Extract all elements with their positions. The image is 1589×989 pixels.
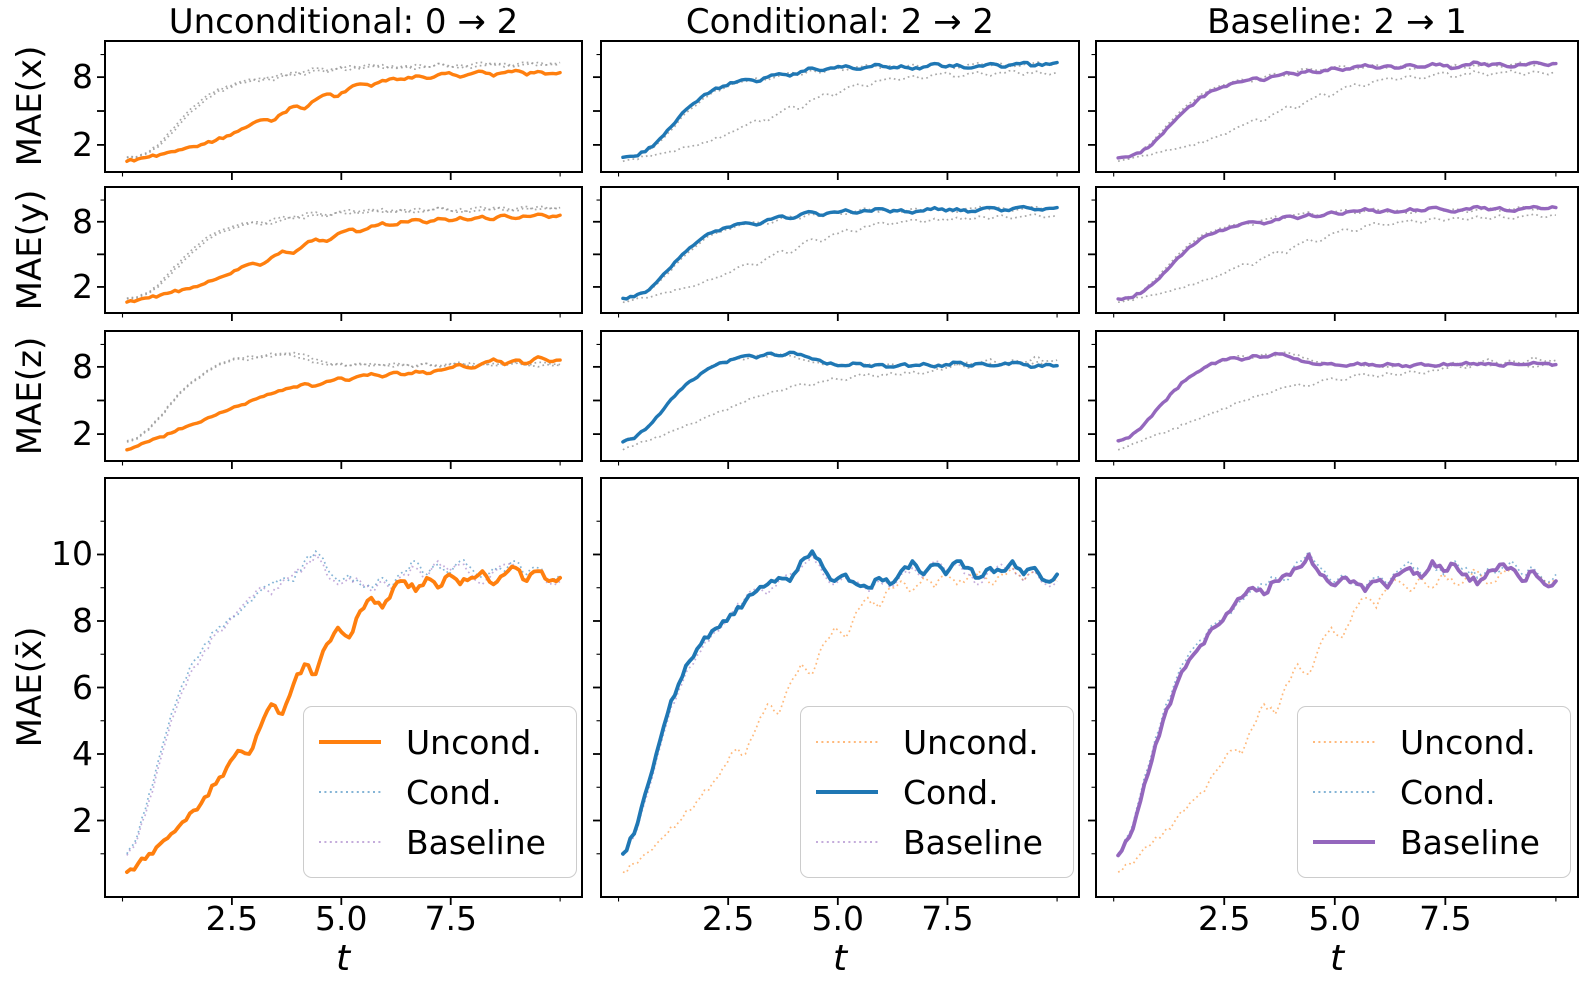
y-tick-label: 8	[72, 346, 93, 386]
legend-item-label: Cond.	[406, 772, 502, 812]
legend-item-label: Cond.	[1400, 772, 1496, 812]
legend-item: Uncond.	[1312, 717, 1556, 767]
y-tick-label: 8	[72, 201, 93, 241]
legend-item: Cond.	[318, 767, 562, 817]
y-tick-label: 8	[72, 600, 93, 640]
legend-line-sample	[1313, 741, 1375, 743]
x-tick-label: 2.5	[205, 899, 259, 938]
x-tick-label: 7.5	[424, 899, 477, 938]
legend-line-sample	[816, 741, 878, 743]
legend-item: Baseline	[318, 817, 562, 867]
x-tick-label: 2.5	[1197, 899, 1251, 938]
legend-item-label: Baseline	[406, 822, 546, 862]
x-axis-label: t	[1329, 938, 1345, 979]
legend-item-label: Uncond.	[903, 722, 1039, 762]
x-axis-label: t	[335, 938, 351, 979]
legend-item: Baseline	[1312, 817, 1556, 867]
y-tick-label: 10	[51, 534, 93, 574]
legend-line-sample	[319, 791, 381, 793]
x-tick-label: 5.0	[315, 899, 368, 938]
legend-item: Uncond.	[318, 717, 562, 767]
legend-line-sample	[319, 841, 381, 843]
legend-item-label: Uncond.	[406, 722, 542, 762]
legend-line-sample	[319, 740, 381, 744]
subplot-title-baseline: Baseline: 2 → 1	[1207, 2, 1467, 42]
x-tick-label: 2.5	[701, 899, 755, 938]
y-tick-label: 2	[72, 266, 93, 306]
y-tick-label: 8	[72, 57, 93, 97]
legend-line-sample	[816, 841, 878, 843]
legend-item-label: Cond.	[903, 772, 999, 812]
legend-item: Cond.	[1312, 767, 1556, 817]
x-axis-label: t	[832, 938, 848, 979]
x-tick-label: 5.0	[1308, 899, 1362, 938]
legend-item: Baseline	[815, 817, 1059, 867]
y-tick-label: 2	[72, 124, 93, 164]
y-tick-label: 6	[72, 667, 93, 707]
legend-item: Cond.	[815, 767, 1059, 817]
legend-item-label: Uncond.	[1400, 722, 1536, 762]
legend-box: Uncond. Cond. Baseline	[800, 706, 1074, 878]
y-tick-label: 2	[72, 414, 93, 454]
subplot-title-unconditional: Unconditional: 0 → 2	[168, 2, 519, 42]
legend-box: Uncond. Cond. Baseline	[303, 706, 577, 878]
subplot-title-conditional: Conditional: 2 → 2	[685, 2, 995, 42]
x-tick-label: 7.5	[921, 899, 974, 938]
legend-line-sample	[1313, 840, 1375, 844]
x-tick-label: 5.0	[811, 899, 865, 938]
y-tick-label: 2	[72, 800, 93, 840]
y-tick-label: 4	[72, 734, 93, 773]
legend-item-label: Baseline	[1400, 822, 1540, 862]
legend-line-sample	[1313, 791, 1375, 793]
legend-item-label: Baseline	[903, 822, 1043, 862]
legend-line-sample	[816, 790, 878, 794]
legend-box: Uncond. Cond. Baseline	[1297, 706, 1571, 878]
legend-item: Uncond.	[815, 717, 1059, 767]
x-tick-label: 7.5	[1419, 899, 1472, 938]
